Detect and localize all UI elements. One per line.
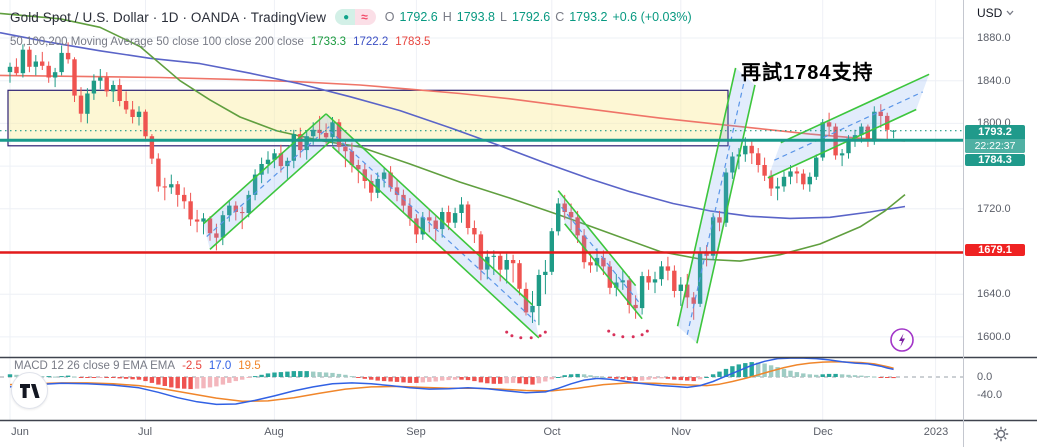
- axis-currency-label: USD: [977, 6, 1003, 20]
- time-axis-tick: Oct: [543, 426, 561, 438]
- current-price-value: 1793.2: [978, 126, 1012, 138]
- price-axis-tick: 1600.0: [977, 331, 1011, 343]
- ma50-value: 1733.3: [310, 36, 347, 48]
- ma100-value: 1722.2: [353, 36, 389, 48]
- high-value: 1793.8: [456, 10, 495, 24]
- chevron-down-icon: [1006, 10, 1014, 16]
- macd-indicator-label: MACD 12 26 close 9 EMA EMA: [14, 360, 176, 372]
- lightning-bolt-icon: [890, 328, 914, 352]
- symbol-title[interactable]: Gold Spot / U.S. Dollar · 1D · OANDA · T…: [10, 9, 327, 25]
- low-value: 1792.6: [511, 10, 551, 24]
- price-axis-tick: 1720.0: [977, 203, 1011, 215]
- time-axis-tick: Dec: [813, 426, 833, 438]
- market-open-dot-icon: ●: [335, 9, 356, 25]
- macd-axis-tick: -40.0: [977, 389, 1003, 401]
- price-axis-tick: 1640.0: [977, 288, 1011, 300]
- macd-hist-value: -2.5: [182, 360, 202, 372]
- close-label: C: [555, 10, 565, 24]
- ma-indicator-legend[interactable]: 50,100,200 Moving Average 50 close 100 c…: [10, 36, 692, 48]
- close-value: 1793.2: [569, 10, 608, 24]
- macd-signal-value: 19.5: [238, 360, 261, 372]
- axis-currency-button[interactable]: USD: [977, 6, 1014, 20]
- ma-indicator-label: 50,100,200 Moving Average 50 close 100 c…: [10, 36, 304, 48]
- time-axis-tick: Jul: [137, 426, 153, 438]
- high-label: H: [442, 10, 452, 24]
- macd-line-value: 17.0: [208, 360, 232, 372]
- alert-price-label: 1679.1: [965, 244, 1025, 256]
- time-axis-tick: Aug: [264, 426, 284, 438]
- flash-marker-button[interactable]: [889, 327, 915, 358]
- market-status-pill[interactable]: ● ≈: [335, 9, 376, 25]
- axis-settings-button[interactable]: [992, 425, 1010, 443]
- time-axis-tick: 2023: [923, 426, 949, 438]
- delayed-data-icon: ≈: [355, 9, 376, 25]
- ohlc-readout: O 1792.6 H 1793.8 L 1792.6 C 1793.2 +0.6 (+0…: [385, 10, 692, 24]
- support-price-label: 1784.3: [965, 154, 1025, 166]
- price-axis[interactable]: USD 1880.0 1840.0 1800.0 1720.0 1640.0 1600.0…: [963, 0, 1037, 447]
- tradingview-logo-icon: [19, 383, 40, 398]
- chart-legend: Gold Spot / U.S. Dollar · 1D · OANDA · T…: [10, 8, 692, 48]
- macd-axis-tick: 0.0: [977, 371, 993, 383]
- price-axis-tick: 1880.0: [977, 32, 1011, 44]
- price-axis-tick: 1840.0: [977, 75, 1011, 87]
- open-value: 1792.6: [399, 10, 438, 24]
- open-label: O: [384, 10, 395, 24]
- symbol-legend-row: Gold Spot / U.S. Dollar · 1D · OANDA · T…: [10, 8, 692, 26]
- current-price-label: 1793.2 22:22:37: [965, 125, 1025, 153]
- tradingview-logo[interactable]: [11, 372, 48, 409]
- low-label: L: [500, 10, 507, 24]
- gear-icon: [993, 426, 1009, 442]
- bar-countdown: 22:22:37: [965, 139, 1025, 153]
- ma200-value: 1783.5: [395, 36, 431, 48]
- support-annotation-text[interactable]: 再試1784支持: [741, 62, 874, 84]
- time-axis-tick: Sep: [406, 426, 426, 438]
- change-value: +0.6 (+0.03%): [612, 10, 692, 24]
- macd-indicator-legend[interactable]: MACD 12 26 close 9 EMA EMA -2.5 17.0 19.…: [14, 360, 261, 372]
- time-axis-tick: Jun: [11, 426, 29, 438]
- time-axis-tick: Nov: [671, 426, 691, 438]
